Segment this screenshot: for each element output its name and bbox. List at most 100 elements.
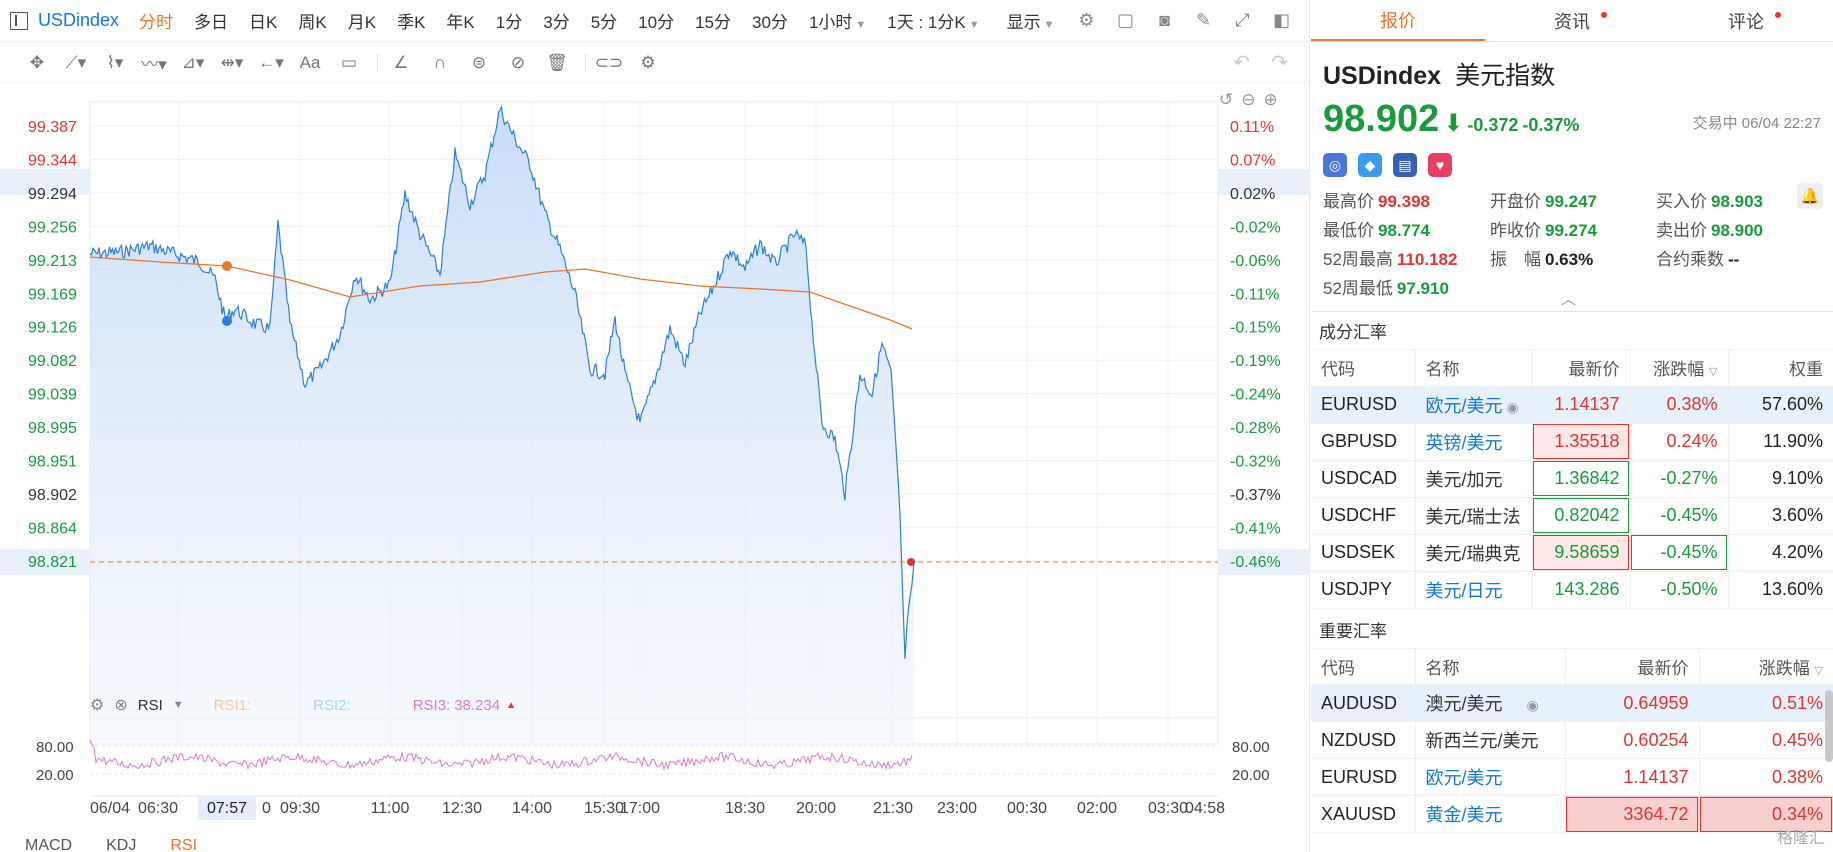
cell-name[interactable]: 美元/日元 [1415,571,1533,609]
undo-icon[interactable]: ↶ [1233,52,1250,74]
trendline-icon[interactable]: ⟋▾ [65,52,87,72]
tf-yearly[interactable]: 年K [446,13,475,32]
symbol-name[interactable]: USDindex [38,10,120,30]
zoom-out-icon[interactable]: ⊖ [1241,90,1256,109]
crosshair-time-bg [198,796,256,820]
tab-news[interactable]: 资讯 [1485,0,1659,41]
gear-icon[interactable]: ⚙ [1078,10,1095,30]
chart-canvas[interactable]: 99.387 99.344 99.294 99.256 99.213 99.169 99.1… [0,84,1310,852]
redo-icon[interactable]: ↷ [1271,52,1288,74]
tf-10min[interactable]: 10分 [638,13,675,32]
tag-icon[interactable]: ◆ [1358,153,1382,177]
tf-multiday[interactable]: 多日 [194,13,229,32]
range-dropdown[interactable]: 1天 : 1分K ▼ [887,8,979,33]
tf-monthly[interactable]: 月K [347,13,377,32]
bell-icon[interactable]: 🔔 [1797,183,1823,209]
layout-icon[interactable]: ▢ [1116,10,1134,30]
cell-name[interactable]: 美元/瑞典克 [1415,534,1533,572]
table-row[interactable]: AUDUSD 澳元/美元 ◉ 0.64959 0.51% [1311,684,1833,722]
tf-30min[interactable]: 30分 [752,13,788,32]
table-row[interactable]: XAUUSD 黄金/美元 3364.72 0.34% [1311,795,1833,833]
cell-name[interactable]: 美元/加元 [1415,460,1533,498]
table-row[interactable]: USDCHF 美元/瑞士法 0.82042 -0.45% 3.60% [1311,497,1833,535]
tab-rsi[interactable]: RSI [170,837,198,852]
wave-icon[interactable]: 〰▾ [141,55,167,74]
move-icon[interactable]: ✥ [29,52,45,72]
tab-quote[interactable]: 报价 [1311,0,1485,41]
camera-icon[interactable]: ◙ [1159,10,1170,30]
hide-icon[interactable]: ⊘ [510,52,526,72]
globe-icon[interactable]: ◎ [1323,153,1347,177]
cell-name[interactable]: 欧元/美元 [1415,758,1566,796]
link-icon[interactable]: ⊂⊃ [594,52,624,72]
magnet-icon[interactable]: ∩ [433,52,447,72]
collapse-icon[interactable]: ︿ [1561,291,1577,308]
tab-macd[interactable]: MACD [25,837,73,852]
tf-15min[interactable]: 15分 [695,13,732,32]
scrollbar[interactable] [1825,690,1833,762]
comment-icon[interactable]: ▭ [340,52,358,72]
col-price[interactable]: 最新价 [1565,648,1700,685]
eye-icon[interactable]: ◉ [1526,697,1539,713]
rsi-close-icon[interactable]: ⊗ [114,697,128,714]
cell-name[interactable]: 英镑/美元 [1415,423,1533,461]
arrow-icon[interactable]: ←▾ [258,52,284,72]
col-price[interactable]: 最新价 [1532,350,1631,387]
rsi-settings-icon[interactable]: ⚙ [90,697,105,714]
trash-icon[interactable]: 🗑 [546,52,568,72]
fib-icon[interactable]: ⊿▾ [181,52,205,72]
sidebar-toggle-icon[interactable] [10,11,28,30]
chevron-down-icon: ▽ [1709,366,1718,379]
cell-name[interactable]: 美元/瑞士法 [1415,497,1533,535]
panel-toggle-icon[interactable]: ◧ [1272,10,1290,30]
col-name: 名称 [1415,350,1533,387]
col-change[interactable]: 涨跌幅 ▽ [1630,350,1729,387]
tf-1min[interactable]: 1分 [495,13,523,32]
cell-name-text: 欧元/美元 [1425,395,1503,416]
lock-icon[interactable]: ⊜ [471,52,487,72]
drawing-settings-icon[interactable]: ⚙ [640,52,656,72]
display-dropdown[interactable]: 显示 ▼ [1007,8,1055,33]
pct-tick-label: -0.06% [1230,253,1281,270]
interval-dropdown[interactable]: 1小时 ▼ [809,8,866,33]
zoom-in-icon[interactable]: ⊕ [1263,90,1278,109]
rsi-label[interactable]: RSI [137,696,163,714]
fullscreen-icon[interactable]: ⤢ [1235,10,1250,30]
eye-icon[interactable]: ◉ [1506,398,1519,415]
cell-name[interactable]: 黄金/美元 [1415,795,1566,833]
cell-name[interactable]: 新西兰元/美元 [1415,721,1566,759]
table-row[interactable]: USDCAD 美元/加元 1.36842 -0.27% 9.10% [1311,460,1833,498]
table-row[interactable]: EURUSD 欧元/美元 1.14137 0.38% [1311,758,1833,796]
tab-comments[interactable]: 评论 [1659,0,1833,41]
pct-tick-label: -0.24% [1230,387,1281,404]
cell-change: 0.51% [1699,684,1833,722]
cell-name[interactable]: 澳元/美元 ◉ [1415,684,1566,722]
reset-icon[interactable]: ↺ [1219,90,1234,109]
pen-icon[interactable]: ✎ [1195,10,1212,30]
tf-daily[interactable]: 日K [249,13,278,32]
ruler-icon[interactable]: ∠ [393,52,409,72]
favorite-icon[interactable]: ♥ [1428,153,1452,177]
tf-5min[interactable]: 5分 [590,13,618,32]
tf-quarterly[interactable]: 季K [397,13,426,32]
polyline-icon[interactable]: ⌇▾ [106,52,124,72]
table-row[interactable]: NZDUSD 新西兰元/美元 0.60254 0.45% [1311,721,1833,759]
table-row[interactable]: EURUSD 欧元/美元 ◉ 1.14137 0.38% 57.60% [1311,386,1833,424]
tf-3min[interactable]: 3分 [543,13,570,32]
tf-weekly[interactable]: 周K [298,13,327,32]
tab-kdj[interactable]: KDJ [106,837,137,852]
measure-icon[interactable]: ⇹▾ [220,52,244,72]
table-row[interactable]: USDSEK 美元/瑞典克 9.58659 -0.45% 4.20% [1311,534,1833,572]
chevron-down-icon[interactable]: ▼ [172,699,184,711]
stat-label: 振 幅 [1490,250,1541,269]
col-weight[interactable]: 权重 [1728,350,1833,387]
table-row[interactable]: GBPUSD 英镑/美元 1.35518 0.24% 11.90% [1311,423,1833,461]
notes-icon[interactable]: ▤ [1393,153,1417,177]
price-chart[interactable]: 99.387 99.344 99.294 99.256 99.213 99.169 99.1… [0,84,1310,852]
col-change[interactable]: 涨跌幅 ▽ [1699,648,1833,685]
table-row[interactable]: USDJPY 美元/日元 143.286 -0.50% 13.60% [1311,571,1833,609]
text-icon[interactable]: Aa [299,52,321,72]
col-change-label: 涨跌幅 [1758,658,1810,678]
cell-name[interactable]: 欧元/美元 ◉ [1415,386,1533,424]
tf-intraday[interactable]: 分时 [139,13,174,32]
